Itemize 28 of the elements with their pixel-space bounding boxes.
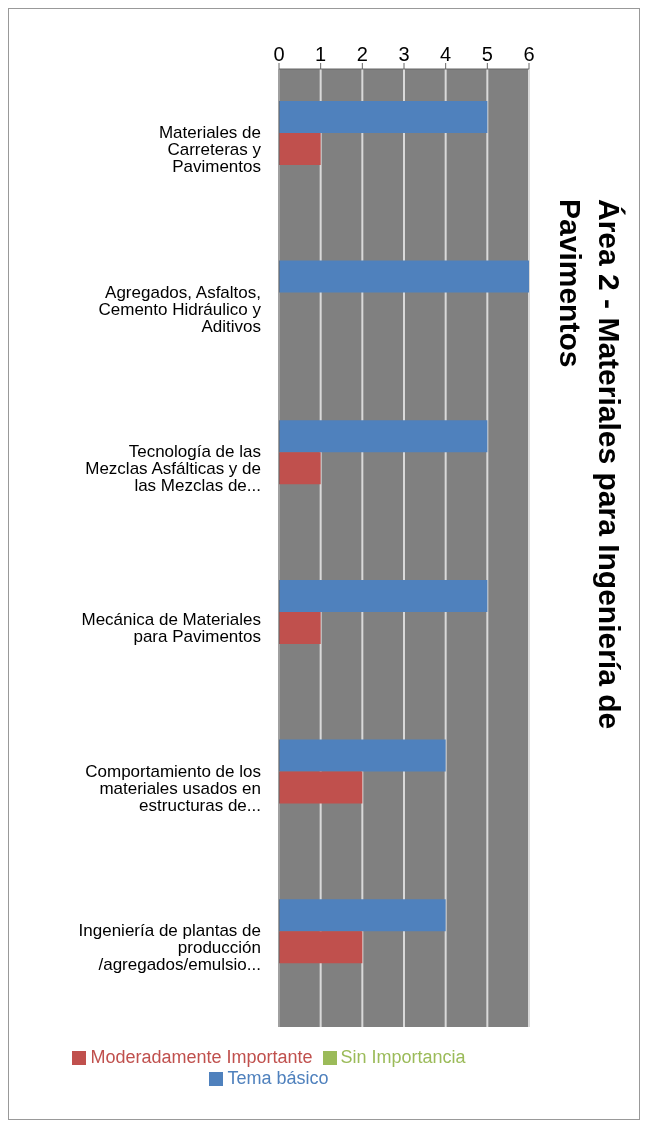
y-tick-label: Agregados, Asfaltos, Cemento Hidráulico y Aditivos	[98, 282, 262, 336]
bar	[279, 611, 321, 644]
bar	[279, 452, 321, 485]
bar	[279, 579, 488, 612]
bar	[279, 899, 446, 932]
y-tick-label: Comportamiento de los materiales usados en estructuras de...	[85, 761, 261, 815]
x-tick-label: 4	[440, 43, 452, 65]
legend-label: Tema básico	[227, 1068, 329, 1088]
y-tick-label: Ingeniería de plantas de producción /agregados/emulsio...	[78, 921, 261, 975]
text: Área 2 - Materiales para Ingeniería de Pavimentos	[553, 199, 627, 732]
x-tick-label: 6	[523, 43, 535, 65]
x-tick-label: 0	[273, 43, 285, 65]
bar	[279, 420, 488, 453]
bar	[279, 931, 363, 964]
y-tick-label: Materiales de Carreteras y Pavimentos	[158, 122, 262, 176]
y-tick-label: Mecánica de Materiales para Pavimentos	[81, 610, 261, 647]
legend-label: Sin Importancia	[340, 1047, 466, 1067]
x-tick-label: 2	[356, 43, 368, 65]
bar	[279, 739, 446, 772]
bar	[279, 132, 321, 165]
x-tick-label: 5	[481, 43, 493, 65]
bar	[279, 771, 363, 804]
y-tick-label: Tecnología de las Mezclas Asfálticas y de las Mezclas de...	[85, 442, 261, 496]
bar	[279, 100, 488, 133]
legend-label: Moderadamente Importante	[90, 1047, 313, 1067]
bar	[279, 260, 529, 293]
x-tick-label: 1	[315, 43, 327, 65]
x-tick-label: 3	[398, 43, 410, 65]
